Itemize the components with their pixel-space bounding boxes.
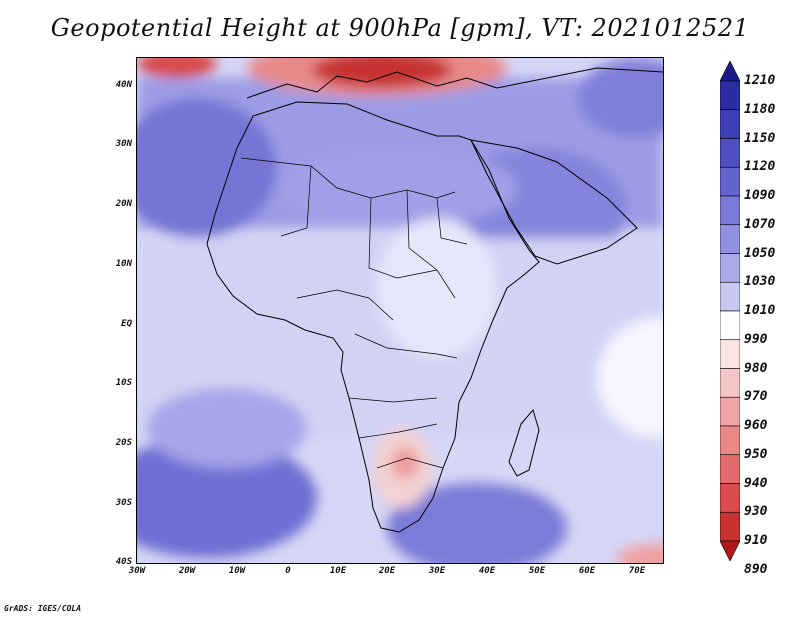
colorbar-level-label: 1090 xyxy=(744,188,776,203)
colorbar-swatch xyxy=(720,80,740,111)
colorbar-swatch xyxy=(720,396,740,427)
colorbar-level-label: 1070 xyxy=(744,216,776,232)
colorbar-swatch xyxy=(720,511,740,542)
colorbar-swatch xyxy=(720,339,740,369)
colorbar-swatch xyxy=(720,425,740,456)
lat-label-20n: 20N xyxy=(115,199,132,209)
colorbar-swatch xyxy=(720,224,740,254)
colorbar-level-label: 1010 xyxy=(744,303,776,318)
lon-label-40e: 40E xyxy=(478,566,496,576)
colorbar-level-label: 890 xyxy=(744,561,768,577)
lon-label-60e: 60E xyxy=(578,566,596,576)
colorbar-swatch xyxy=(720,368,740,398)
colorbar-level-label: 990 xyxy=(744,331,768,347)
colorbar-swatch xyxy=(720,454,740,484)
colorbar-swatch xyxy=(720,138,740,168)
africa-coastline xyxy=(206,101,540,533)
colorbar-level-label: 1050 xyxy=(744,245,776,261)
lat-label-20s: 20S xyxy=(115,438,132,448)
colorbar-level-label: 1120 xyxy=(744,159,776,175)
europe-coastline xyxy=(246,67,663,99)
madagascar-coastline xyxy=(508,408,540,477)
lon-label-50e: 50E xyxy=(528,566,546,576)
colorbar-level-label: 940 xyxy=(744,475,768,491)
colorbar-level-label: 1180 xyxy=(744,101,776,117)
colorbar-level-label: 1150 xyxy=(744,130,776,146)
colorbar-level-label: 930 xyxy=(744,504,768,520)
lon-label-10w: 10W xyxy=(228,566,246,576)
lon-label-10e: 10E xyxy=(329,566,347,576)
lon-label-70e: 70E xyxy=(628,566,646,576)
map-title: Geopotential Height at 900hPa [gpm], VT:… xyxy=(50,14,750,42)
colorbar-swatch xyxy=(720,195,740,226)
lat-label-eq: EQ xyxy=(121,319,132,329)
height-field-shading xyxy=(137,58,663,563)
colorbar-swatch xyxy=(720,483,740,513)
lat-label-30n: 30N xyxy=(115,139,132,149)
arabia-coastline xyxy=(470,139,638,265)
lon-label-30e: 30E xyxy=(428,566,446,576)
colorbar-level-label: 950 xyxy=(744,446,768,462)
colorbar-level-label: 1210 xyxy=(744,73,776,88)
geopotential-map xyxy=(137,58,663,563)
colorbar-swatch xyxy=(720,310,740,341)
lat-label-30s: 30S xyxy=(115,498,132,508)
colorbar-level-label: 970 xyxy=(744,389,768,405)
lon-label-20w: 20W xyxy=(178,566,196,576)
colorbar-level-label: 980 xyxy=(744,360,768,376)
lon-label-20e: 20E xyxy=(378,566,396,576)
country-borders xyxy=(240,157,468,469)
lon-label-0: 0 xyxy=(285,566,291,576)
map-plot-area xyxy=(136,57,664,564)
lat-label-40n: 40N xyxy=(115,80,132,90)
colorbar-swatch xyxy=(720,109,740,139)
footer-credit: GrADS: IGES/COLA xyxy=(4,604,82,613)
colorbar-swatch xyxy=(720,166,740,197)
colorbar-level-label: 1030 xyxy=(744,274,776,290)
colorbar-level-label: 910 xyxy=(744,533,768,548)
colorbar-top-arrow xyxy=(720,61,740,82)
colorbar-swatch xyxy=(720,281,740,312)
colorbar-swatch xyxy=(720,253,740,283)
lat-label-10s: 10S xyxy=(115,378,132,388)
colorbar-level-label: 960 xyxy=(744,418,768,433)
lat-label-40s: 40S xyxy=(115,557,132,567)
colorbar xyxy=(720,61,740,561)
colorbar-bottom-arrow xyxy=(720,540,740,561)
lat-label-10n: 10N xyxy=(115,259,132,269)
lon-label-30w: 30W xyxy=(128,566,146,576)
